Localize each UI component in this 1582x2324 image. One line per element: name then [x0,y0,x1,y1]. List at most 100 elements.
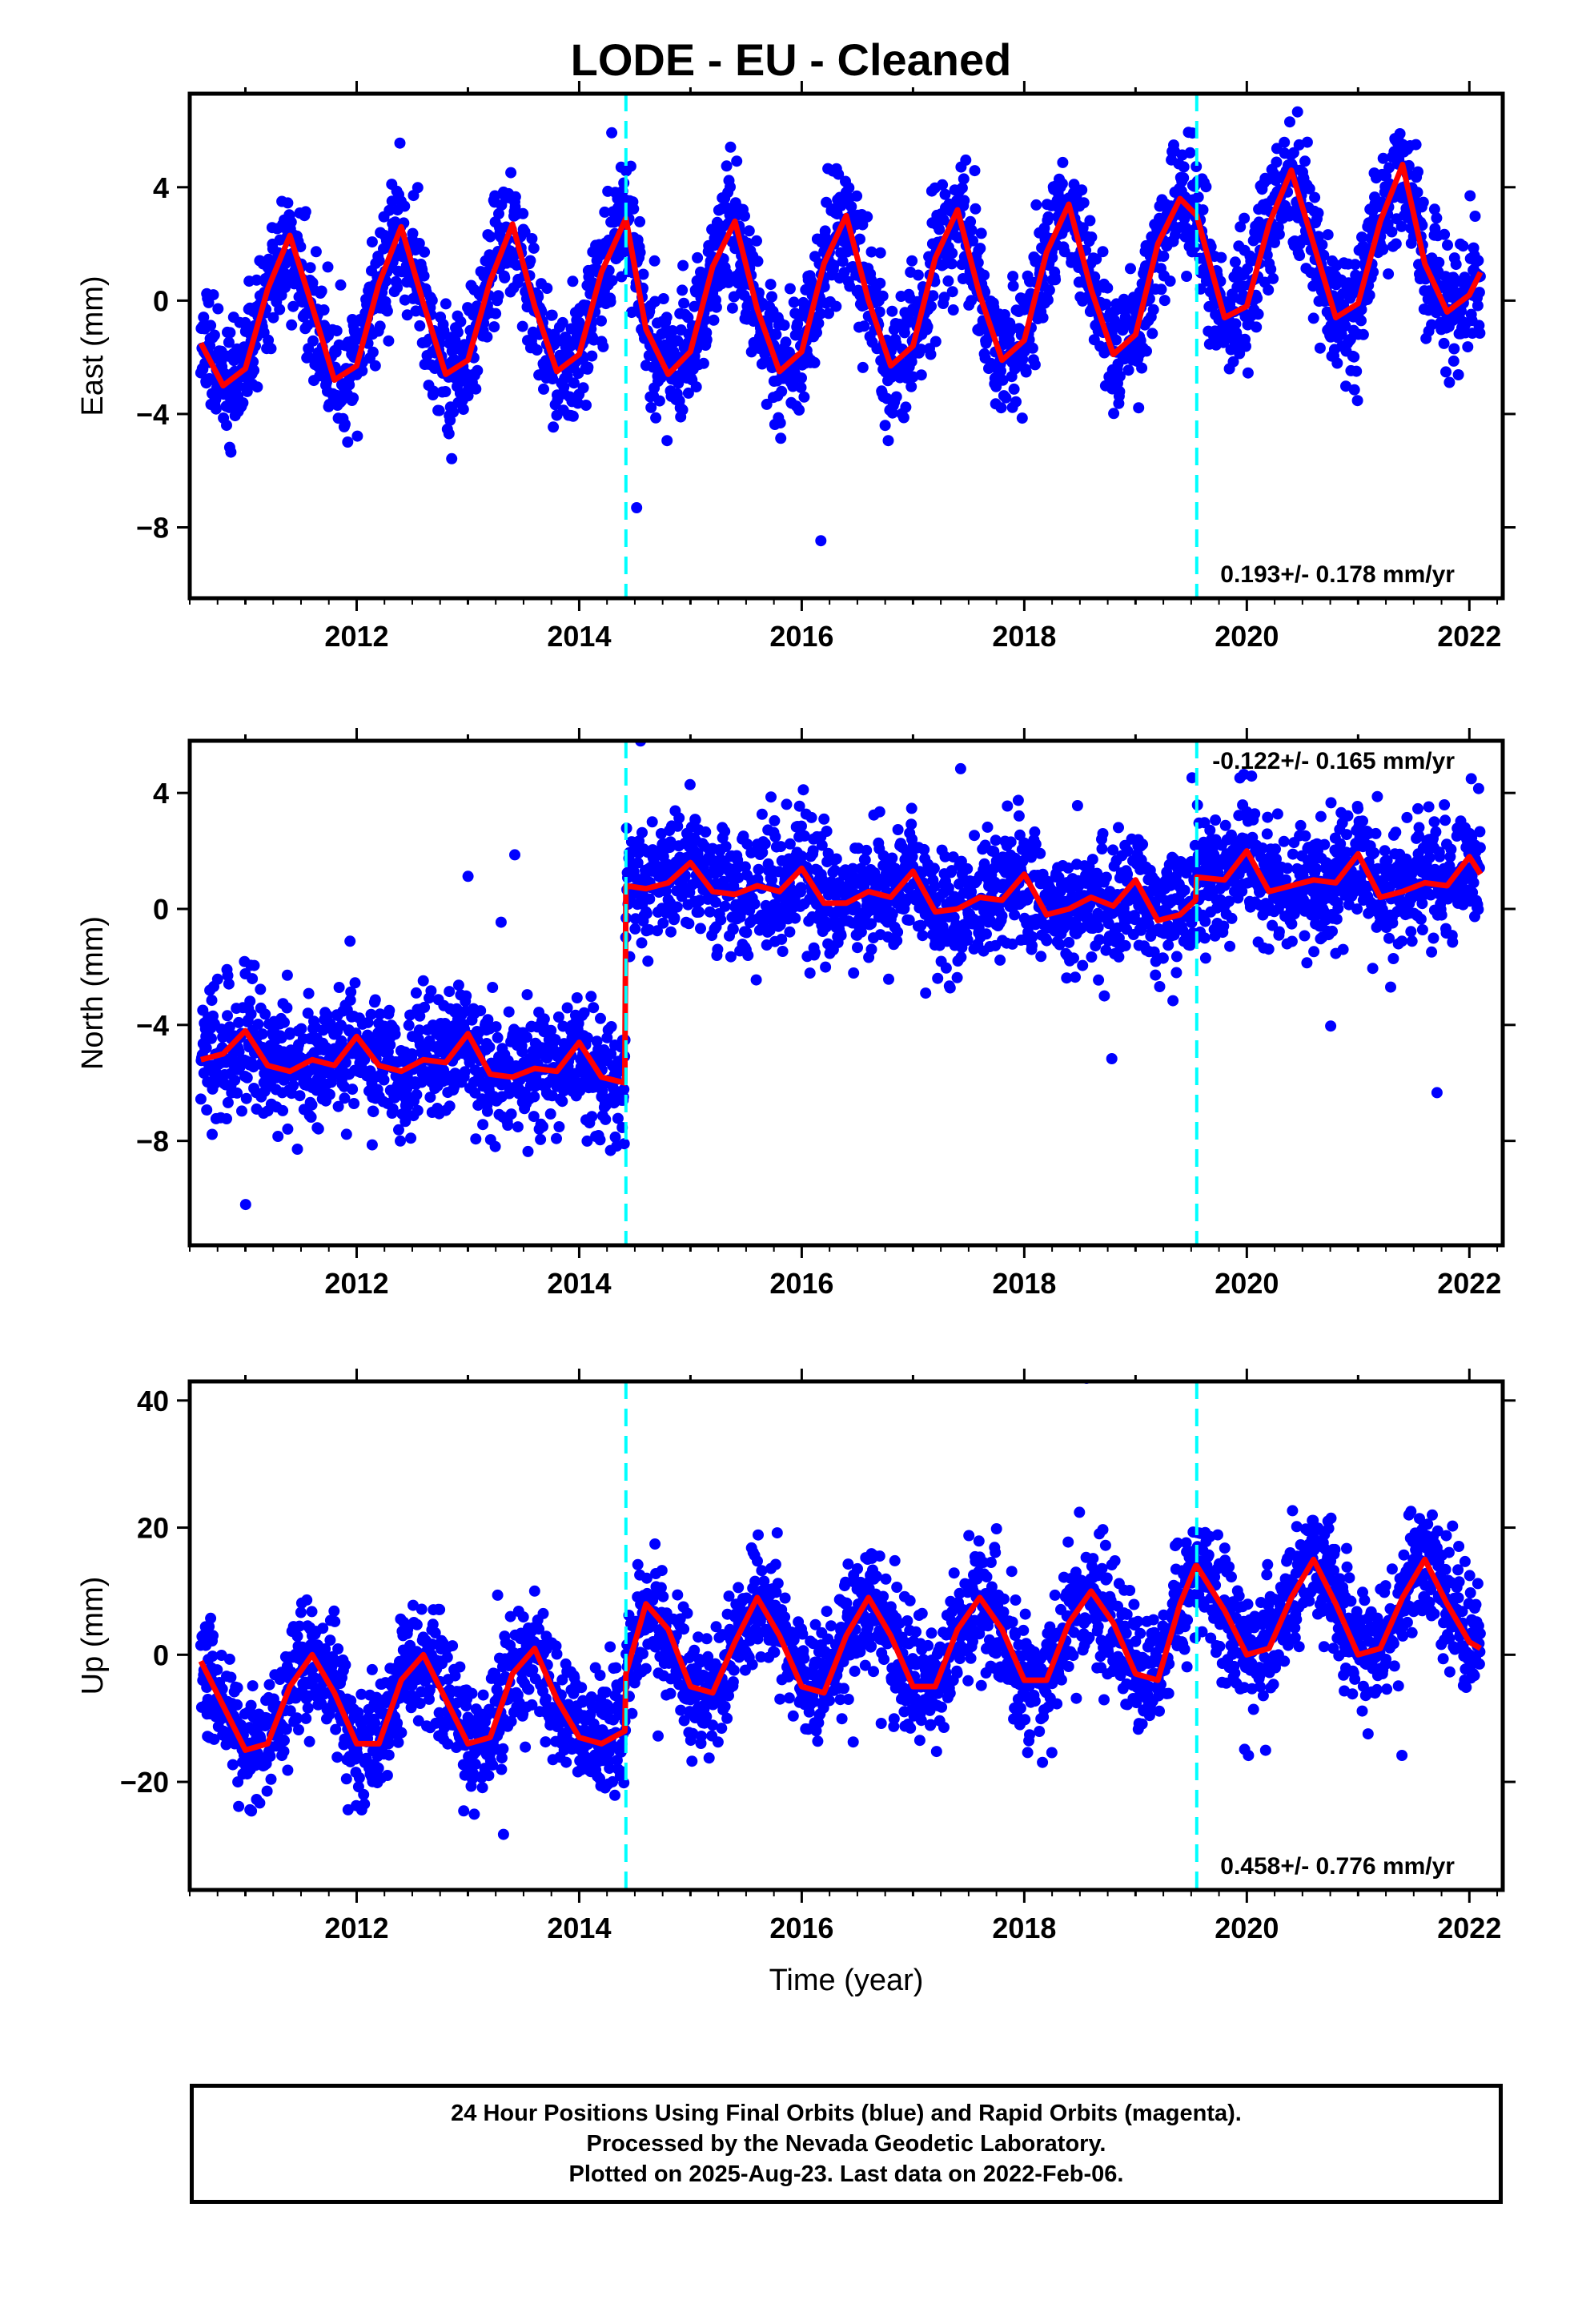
position-point [891,935,903,947]
position-point [438,1064,449,1076]
position-point [776,933,788,945]
position-point [1464,190,1476,202]
position-point [828,259,840,271]
position-point [701,334,713,346]
position-point [248,959,260,971]
position-point [773,866,785,878]
position-point [1181,271,1193,282]
position-point [528,1111,540,1123]
position-point [728,880,740,892]
position-point [712,943,724,955]
position-point [1077,222,1089,234]
position-point [1042,294,1054,306]
position-point [939,188,951,200]
position-point [1057,156,1069,168]
position-point [739,210,750,222]
position-point [1164,275,1176,287]
position-point [413,238,425,249]
position-point [582,361,594,373]
position-point [823,308,834,320]
position-point [535,1133,547,1145]
position-point [809,947,821,959]
position-point [347,1084,359,1096]
position-point [774,417,786,429]
position-point [208,329,220,341]
position-point [411,1088,423,1100]
position-point [344,935,356,947]
position-point [1377,152,1389,164]
position-point [1269,236,1280,248]
position-point [1363,289,1375,301]
position-point [930,336,942,348]
position-point [1189,241,1201,253]
position-point [1322,229,1334,241]
position-point [673,812,685,824]
position-point [369,994,381,1006]
position-point [477,1119,489,1131]
position-point [1447,355,1460,367]
position-point [925,348,937,360]
position-point [223,336,235,348]
position-point [492,1031,504,1043]
position-point [1428,203,1440,215]
position-point [449,1068,461,1080]
position-point [561,370,573,382]
position-point [444,986,456,998]
position-point [886,305,898,317]
position-point [636,937,648,949]
y-tick-label: 4 [153,171,169,204]
x-tick-label: 2022 [1437,620,1501,653]
position-point [1100,298,1112,310]
position-point [1417,196,1429,208]
position-point [1147,304,1159,316]
position-point [401,309,413,321]
position-point [657,917,669,929]
position-point [798,830,810,842]
position-point [1050,274,1062,286]
model-curve [198,162,1484,389]
position-point [419,1001,431,1013]
position-point [424,1092,436,1104]
position-point [628,203,640,215]
position-point [934,223,946,235]
position-point [282,1123,294,1135]
position-point [225,446,237,458]
position-point [1215,251,1227,263]
position-point [255,983,267,995]
position-point [967,235,978,247]
position-point [1227,356,1239,368]
position-point [1287,147,1299,159]
position-point [1034,847,1046,859]
position-point [813,317,825,329]
position-point [865,246,877,258]
position-point [438,325,450,336]
position-point [843,182,855,194]
position-point [302,1007,314,1019]
position-point [460,990,472,1002]
position-point [1307,312,1319,324]
position-point [997,374,1009,386]
position-point [743,225,755,237]
position-point [644,893,656,905]
position-point [331,325,343,337]
position-point [1178,161,1190,173]
position-point [969,830,980,842]
position-point [1427,291,1439,303]
position-point [481,1105,493,1117]
position-point [412,1104,424,1116]
position-point [373,255,385,267]
position-point [452,327,464,338]
position-point [667,325,678,336]
position-point [1041,935,1053,947]
position-point [221,1113,232,1124]
position-point [1351,365,1363,377]
position-point [966,886,978,898]
position-point [879,420,891,432]
position-point [643,924,655,935]
position-point [251,274,263,286]
position-point [426,295,438,307]
position-point [708,314,720,326]
position-point [1340,380,1351,392]
position-point [294,1090,306,1102]
position-point [367,346,379,358]
